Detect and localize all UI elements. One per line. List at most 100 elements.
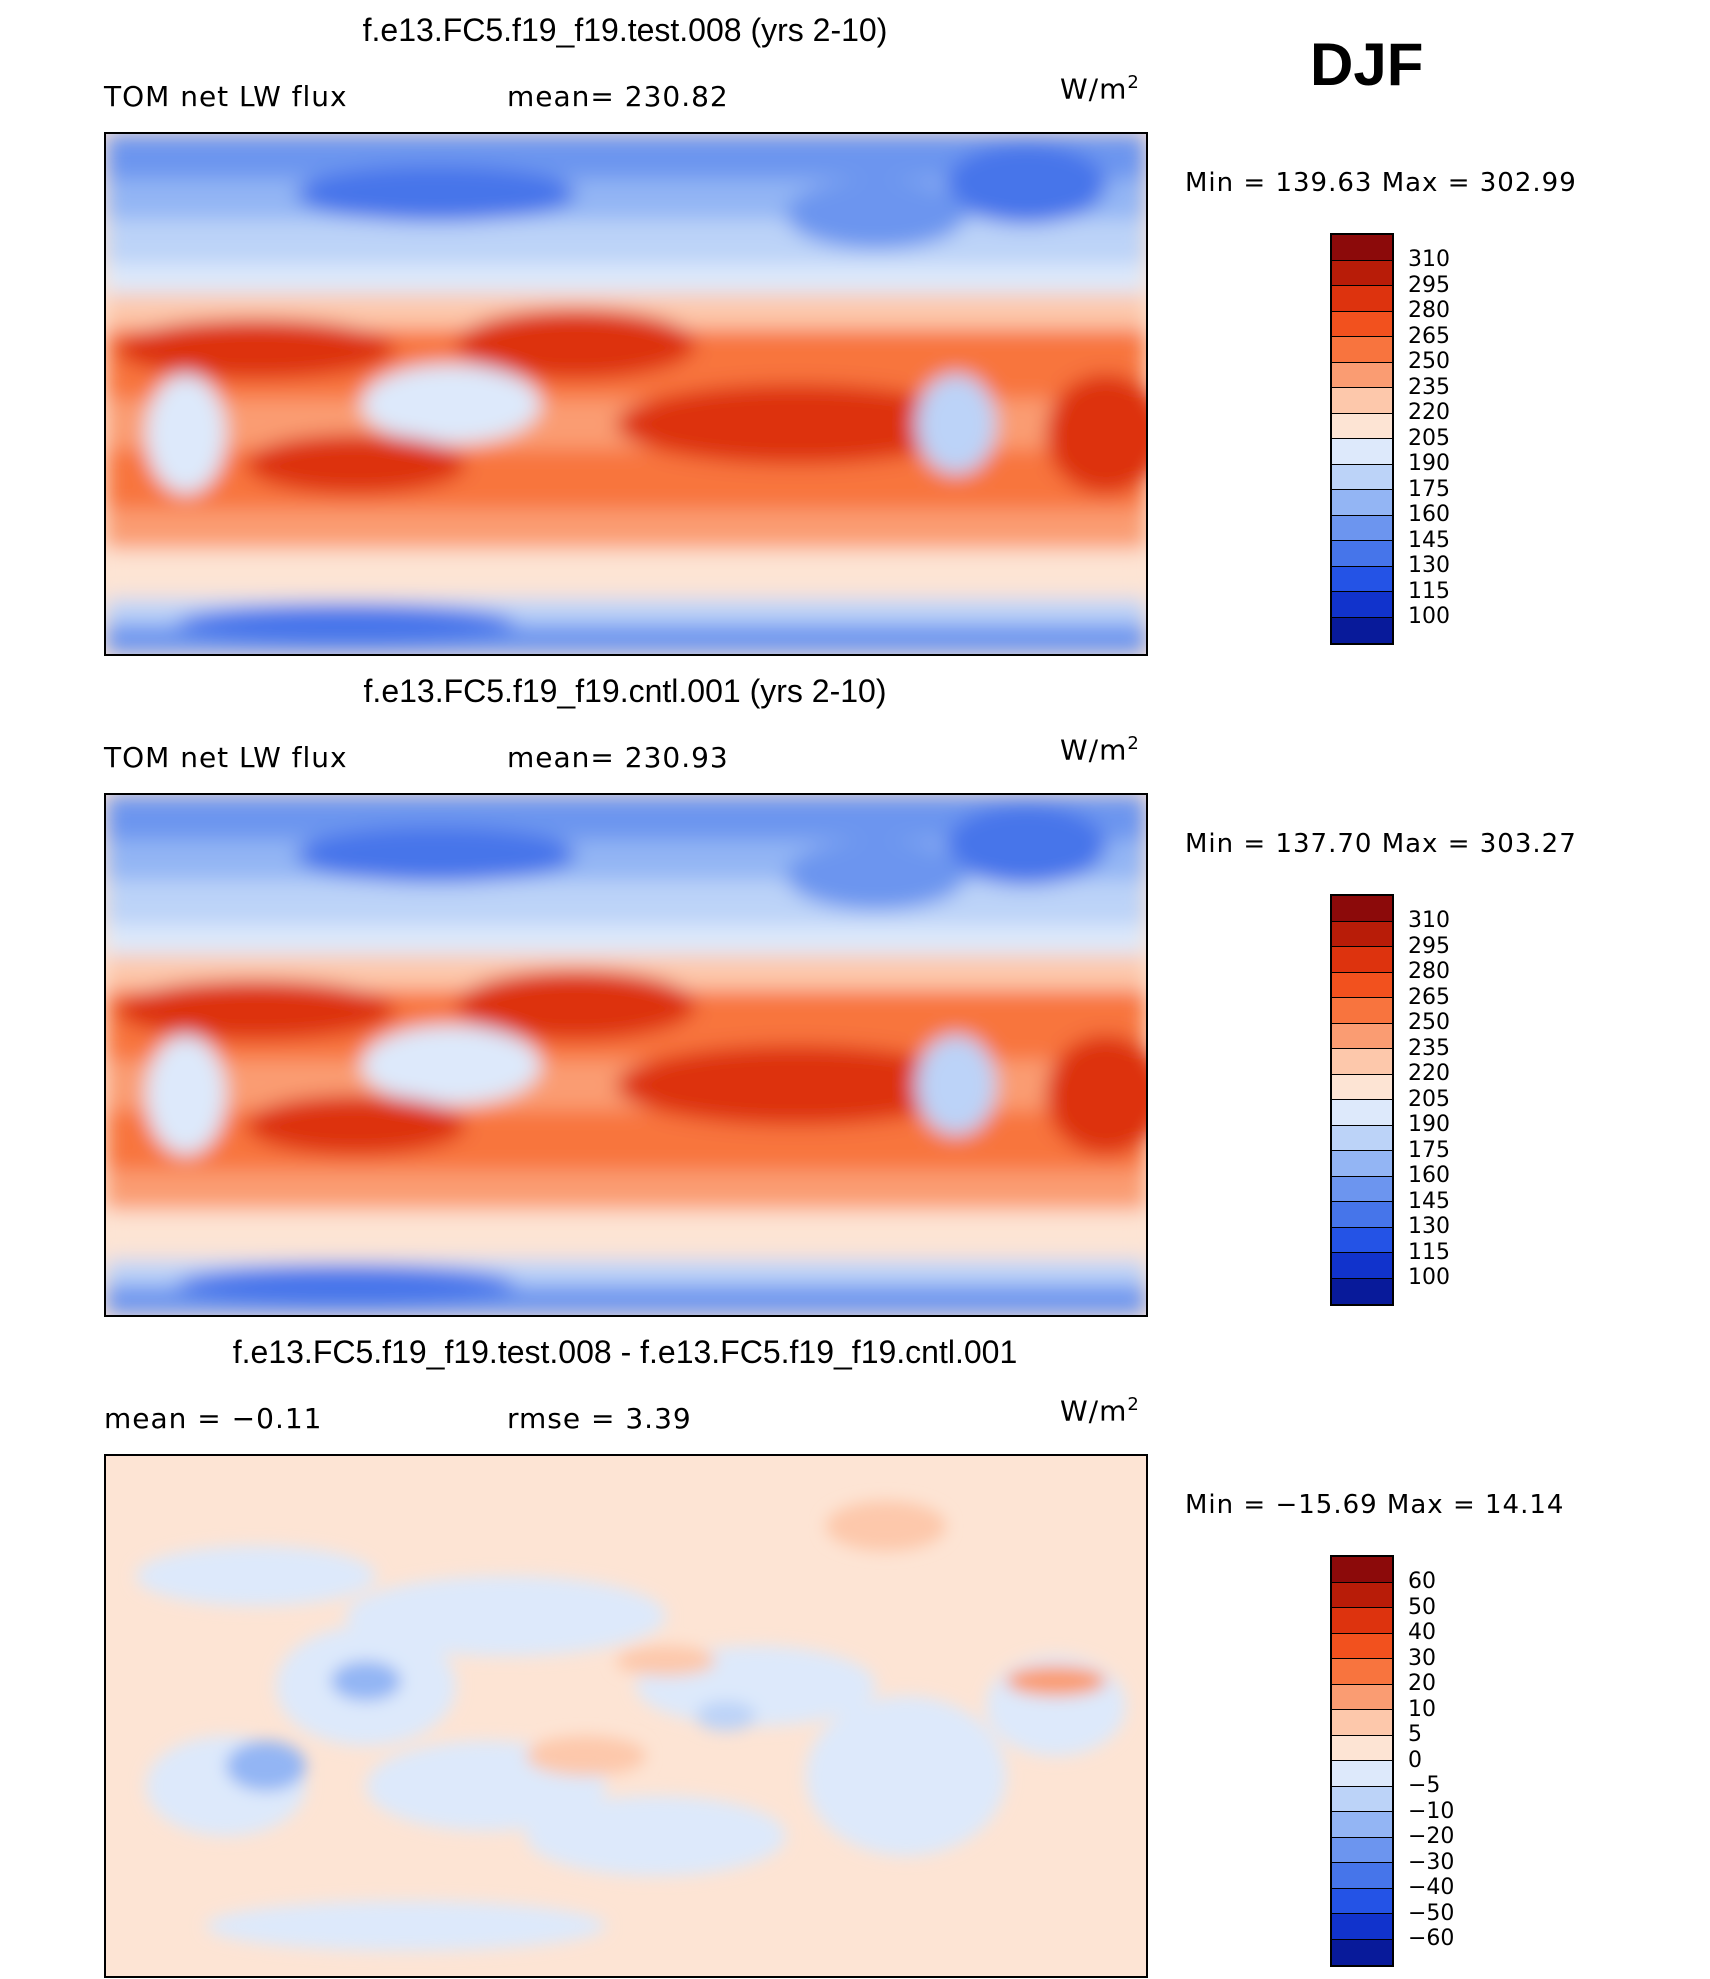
panel-1-colorbar — [1330, 233, 1394, 645]
feature-africa — [146, 374, 226, 494]
panel-3-colorbar-ticks: 60 50 40 30 20 10 5 0 −5 −10 −20 −30 −40… — [1408, 1569, 1454, 1952]
feature-amazon — [916, 1035, 996, 1135]
cbar-2-seg-1 — [1332, 921, 1392, 947]
cbar-2-seg-11 — [1332, 1176, 1392, 1202]
cbar-2-tick: 100 — [1408, 1265, 1450, 1290]
cbar-2-seg-7 — [1332, 1074, 1392, 1100]
cbar-2-seg-12 — [1332, 1202, 1392, 1228]
cbar-1-tick: 205 — [1408, 425, 1450, 451]
cbar-2-tick: 115 — [1408, 1239, 1450, 1265]
cbar-3-tick: −20 — [1408, 1824, 1455, 1849]
cbar-2-tick: 280 — [1408, 959, 1450, 984]
cbar-2-tick: 160 — [1408, 1163, 1450, 1188]
cbar-2-tick: 265 — [1408, 984, 1450, 1010]
cbar-1-tick: 175 — [1408, 476, 1450, 502]
panel-2-colorbar-ticks: 310 295 280 265 250 235 220 205 190 175 … — [1408, 908, 1450, 1291]
cbar-3-tick: −40 — [1408, 1875, 1455, 1900]
cbar-1-seg-15 — [1332, 617, 1392, 643]
cbar-3-seg-3 — [1332, 1633, 1392, 1659]
diff-neg-strong-2 — [226, 1741, 306, 1791]
feature-na-north — [786, 840, 966, 910]
feature-africa — [146, 1035, 226, 1155]
cbar-1-tick: 235 — [1408, 374, 1450, 400]
cbar-3-seg-13 — [1332, 1888, 1392, 1914]
band-north-sub — [106, 264, 1146, 294]
panel-1-map — [104, 132, 1148, 656]
feature-amazon — [916, 374, 996, 474]
feature-siberia — [296, 166, 576, 222]
panel-3-mean: mean = −0.11 — [104, 1402, 323, 1435]
feature-greenland — [946, 805, 1106, 885]
panel-3-rmse: rmse = 3.39 — [507, 1402, 692, 1435]
cbar-2-seg-8 — [1332, 1100, 1392, 1126]
cbar-2-tick: 145 — [1408, 1188, 1450, 1214]
feature-indian — [246, 434, 466, 494]
panel-3-colorbar — [1330, 1555, 1394, 1967]
panel-3-units: W/m2 — [1060, 1394, 1140, 1428]
cbar-3-seg-5 — [1332, 1684, 1392, 1710]
panel-2-colorbar — [1330, 894, 1394, 1306]
band-north-sub — [106, 925, 1146, 955]
cbar-1-seg-14 — [1332, 592, 1392, 618]
feature-antarctic — [176, 1265, 516, 1305]
cbar-3-tick: 50 — [1408, 1594, 1436, 1620]
feature-greenland — [946, 144, 1106, 224]
cbar-1-seg-7 — [1332, 413, 1392, 439]
diff-neg-10 — [206, 1901, 606, 1951]
band-north-lat — [106, 880, 1146, 925]
cbar-1-seg-9 — [1332, 464, 1392, 490]
band-south-mid — [106, 1210, 1146, 1260]
diff-pos-2 — [1006, 1666, 1106, 1696]
diff-neg-strong-1 — [331, 1661, 401, 1701]
panel-2-mean: mean= 230.93 — [507, 741, 729, 774]
cbar-1-tick: 280 — [1408, 298, 1450, 323]
panel-1-mean: mean= 230.82 — [507, 80, 729, 113]
cbar-1-seg-12 — [1332, 541, 1392, 567]
cbar-3-seg-2 — [1332, 1608, 1392, 1634]
feature-indian — [246, 1095, 466, 1155]
cbar-3-seg-15 — [1332, 1939, 1392, 1965]
cbar-2-seg-3 — [1332, 972, 1392, 998]
cbar-3-tick: −10 — [1408, 1798, 1455, 1824]
cbar-2-tick: 310 — [1408, 908, 1450, 933]
cbar-1-seg-13 — [1332, 566, 1392, 592]
panel-3-map — [104, 1454, 1148, 1978]
panel-1-title: f.e13.FC5.f19_f19.test.008 (yrs 2-10) — [362, 12, 888, 48]
diff-neg-1 — [136, 1546, 376, 1606]
band-south-mid — [106, 549, 1146, 599]
cbar-3-seg-7 — [1332, 1735, 1392, 1761]
season-label: DJF — [1310, 31, 1424, 98]
cbar-2-tick: 250 — [1408, 1010, 1450, 1035]
cbar-3-seg-12 — [1332, 1863, 1392, 1889]
diff-pos-1 — [616, 1646, 716, 1676]
diff-neg-strong-3 — [696, 1701, 756, 1731]
panel-2-map — [104, 793, 1148, 1317]
cbar-2-seg-14 — [1332, 1253, 1392, 1279]
cbar-3-seg-1 — [1332, 1582, 1392, 1608]
feature-sahara — [116, 319, 396, 379]
feature-maritime — [361, 364, 541, 444]
cbar-1-tick: 190 — [1408, 451, 1450, 476]
cbar-3-tick: −5 — [1408, 1773, 1441, 1798]
feature-pacific-hot — [456, 970, 696, 1040]
cbar-3-seg-0 — [1332, 1557, 1392, 1583]
cbar-1-seg-3 — [1332, 311, 1392, 337]
cbar-2-tick: 220 — [1408, 1061, 1450, 1086]
cbar-2-tick: 130 — [1408, 1214, 1450, 1239]
cbar-3-tick: −50 — [1408, 1900, 1455, 1926]
panel-2-minmax: Min = 137.70 Max = 303.27 — [1185, 829, 1577, 859]
cbar-3-seg-4 — [1332, 1659, 1392, 1685]
cbar-1-tick: 310 — [1408, 247, 1450, 272]
cbar-2-tick: 175 — [1408, 1137, 1450, 1163]
cbar-2-seg-15 — [1332, 1278, 1392, 1304]
cbar-3-tick: 60 — [1408, 1569, 1436, 1594]
diff-neg-5 — [806, 1696, 1006, 1856]
cbar-1-tick: 160 — [1408, 502, 1450, 527]
cbar-3-tick: 0 — [1408, 1747, 1422, 1773]
cbar-3-tick: 10 — [1408, 1696, 1436, 1722]
panel-1-map-svg — [106, 134, 1146, 654]
cbar-3-seg-8 — [1332, 1761, 1392, 1787]
cbar-2-seg-5 — [1332, 1023, 1392, 1049]
cbar-1-tick: 250 — [1408, 349, 1450, 374]
cbar-1-seg-8 — [1332, 439, 1392, 465]
